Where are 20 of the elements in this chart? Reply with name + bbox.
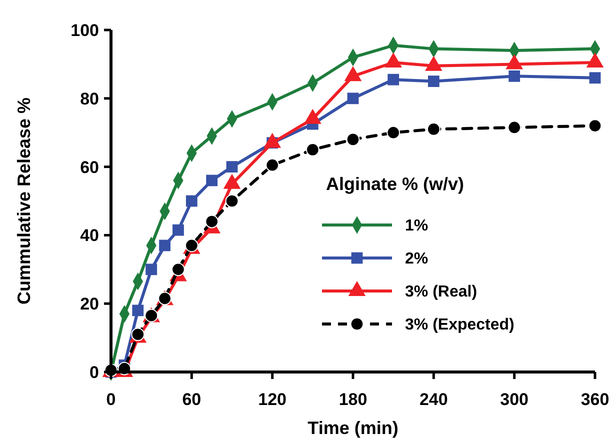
legend-title: Alginate % (w/v) (326, 174, 464, 194)
x-tick-label: 120 (258, 390, 287, 409)
x-tick-label: 0 (106, 390, 116, 409)
y-tick-label: 20 (80, 294, 99, 314)
x-tick-label: 60 (182, 390, 202, 409)
legend-label: 1% (405, 218, 428, 235)
x-tick-label: 240 (419, 390, 448, 409)
x-tick-label: 300 (500, 390, 529, 409)
y-tick-label: 0 (90, 362, 99, 382)
y-tick-label: 100 (70, 20, 99, 40)
legend-label: 3% (Real) (405, 284, 478, 301)
legend-label: 3% (Expected) (405, 316, 514, 334)
y-tick-label: 80 (80, 89, 99, 108)
x-tick-label: 180 (338, 390, 368, 409)
legend-label: 2% (405, 250, 428, 268)
y-axis-title: Cummulative Release % (14, 97, 34, 305)
y-tick-label: 40 (80, 226, 99, 246)
y-tick-label: 60 (80, 158, 99, 177)
x-tick-label: 360 (580, 390, 610, 409)
x-axis-title: Time (min) (308, 418, 398, 438)
